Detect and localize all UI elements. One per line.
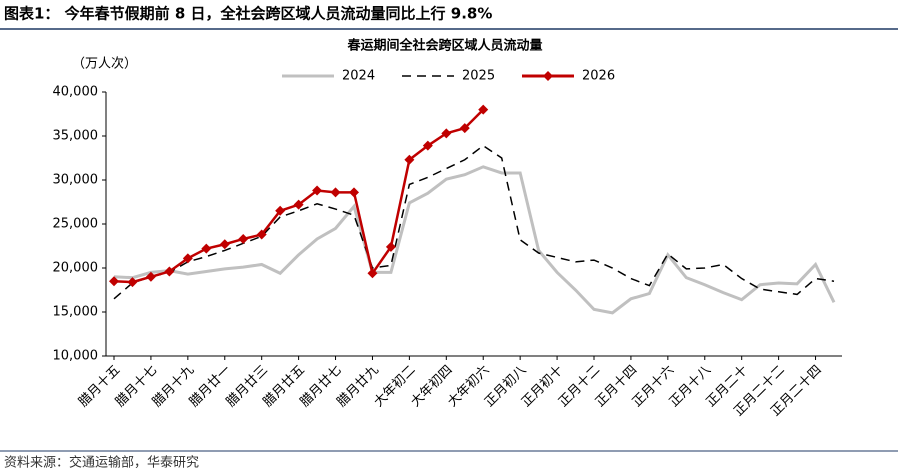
point xyxy=(238,233,249,244)
header-title: 图表1： 今年春节假期前 8 日，全社会跨区域人员流动量同比上行 9.8% xyxy=(4,5,492,23)
y-tick-label: 40,000 xyxy=(53,85,99,100)
legend-label: 2026 xyxy=(582,69,615,84)
y-tick-label: 25,000 xyxy=(53,217,99,232)
point xyxy=(145,271,156,282)
y-tick-label: 10,000 xyxy=(53,349,99,364)
point xyxy=(459,123,470,134)
point xyxy=(367,268,378,279)
point xyxy=(293,199,304,210)
source: 资料来源：交通运输部，华泰研究 xyxy=(4,455,199,471)
point xyxy=(385,241,396,252)
point xyxy=(201,243,212,254)
point xyxy=(330,187,341,198)
chart-title: 春运期间全社会跨区域人员流动量 xyxy=(346,38,542,54)
y-tick-label: 15,000 xyxy=(53,305,99,320)
point xyxy=(404,154,415,165)
point xyxy=(164,266,175,277)
point xyxy=(219,239,230,250)
series-line xyxy=(113,144,835,300)
y-tick-label: 30,000 xyxy=(53,173,99,188)
point xyxy=(256,229,267,240)
point xyxy=(441,128,452,139)
point xyxy=(182,253,193,264)
point xyxy=(349,187,359,198)
point xyxy=(478,104,489,115)
legend-marker xyxy=(543,71,553,81)
legend-label: 2025 xyxy=(462,69,495,84)
y-tick-label: 20,000 xyxy=(53,261,99,276)
series-line xyxy=(113,165,836,315)
y-tick-label: 35,000 xyxy=(53,129,99,144)
y-axis-label: （万人次） xyxy=(72,56,137,72)
point xyxy=(312,185,323,196)
point xyxy=(109,276,119,287)
point xyxy=(275,205,286,216)
point xyxy=(422,140,433,151)
point xyxy=(127,277,138,288)
legend-label: 2024 xyxy=(342,69,375,84)
